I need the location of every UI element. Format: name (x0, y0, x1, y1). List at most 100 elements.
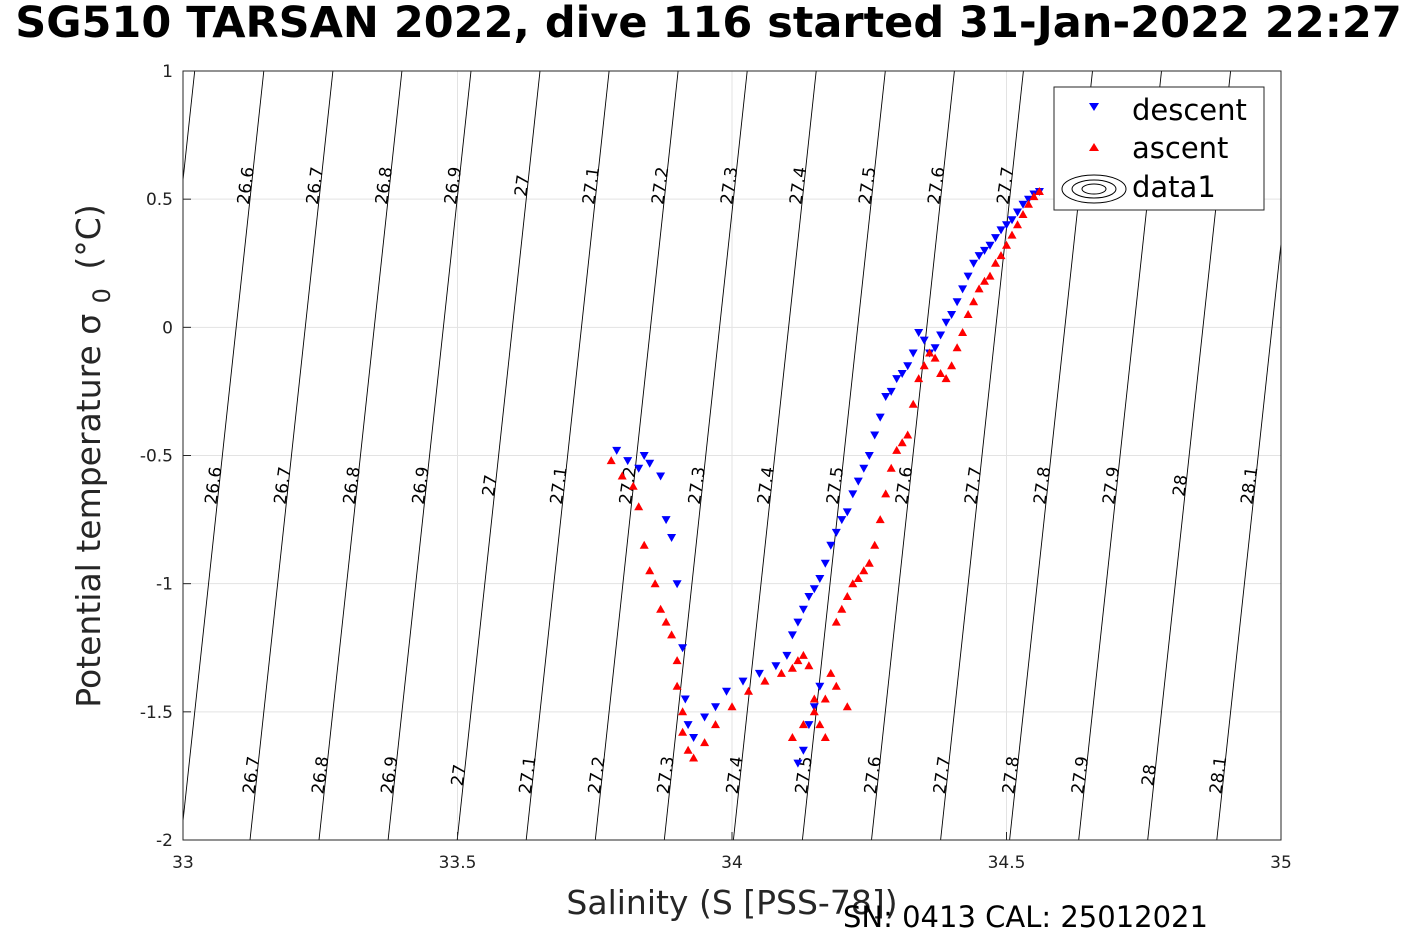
isopycnal-line (318, 70, 403, 841)
descent-point (722, 687, 731, 696)
isopycnal-line (940, 70, 1024, 841)
legend-box (1053, 86, 1265, 211)
isopycnal-label: 28 (1169, 473, 1192, 497)
descent-point (870, 431, 880, 440)
legend-descent-marker (1089, 103, 1099, 111)
ascent-point (1002, 240, 1011, 249)
isopycnal-line (871, 70, 955, 841)
descent-point (875, 413, 885, 422)
ascent-point (1029, 192, 1039, 201)
ascent-point (1007, 230, 1017, 239)
descent-point (903, 362, 913, 371)
ascent-point (897, 438, 907, 447)
descent-point (1007, 216, 1017, 225)
ascent-point (606, 456, 616, 465)
ascent-point (842, 702, 852, 711)
descent-point (908, 349, 918, 358)
isopycnal-line (663, 70, 748, 841)
descent-point (661, 516, 671, 525)
ascent-point (853, 574, 863, 582)
y-axis-ticks: -2 -1.5 -1 -0.5 0 0.5 1 (140, 62, 191, 851)
legend-data1-label: data1 (1132, 170, 1216, 204)
ascent-point (996, 251, 1006, 260)
descent-point (947, 311, 957, 319)
legend-descent-label: descent (1132, 93, 1247, 127)
ascent-point (798, 720, 808, 729)
descent-point (809, 703, 819, 712)
ascent-point (958, 328, 968, 336)
descent-point (952, 298, 962, 307)
isopycnal-line (182, 70, 265, 821)
ascent-point (985, 271, 995, 280)
ascent-point (672, 656, 682, 665)
x-tick-label: 33 (172, 853, 194, 873)
descent-point (991, 234, 1000, 243)
ascent-point (744, 686, 753, 695)
ascent-point (689, 753, 699, 762)
ascent-point (667, 630, 677, 639)
y-tick-label: -0.5 (140, 447, 173, 467)
y-tick-label: 0 (162, 318, 173, 338)
descent-point (958, 285, 968, 294)
y-axis-label-unit: (°C) (69, 204, 108, 269)
ascent-point (941, 374, 951, 383)
x-axis-label: Salinity (S [PSS-78]) (566, 883, 897, 922)
ascent-point (908, 399, 918, 408)
ascent-point (639, 540, 649, 549)
ascent-point (809, 707, 819, 716)
descent-point (793, 759, 803, 768)
descent-point (859, 464, 869, 473)
descent-point (798, 746, 808, 755)
legend-ascent-marker (1089, 143, 1099, 151)
ascent-point (650, 579, 660, 588)
ascent-point (793, 656, 803, 665)
descent-point (804, 721, 814, 730)
descent-point (1018, 200, 1028, 209)
descent-point (623, 457, 633, 466)
ascent-point (683, 745, 693, 754)
isopycnal-line (456, 70, 541, 841)
ascent-point (925, 348, 935, 357)
isopycnal-line (182, 70, 196, 180)
descent-point (969, 259, 979, 268)
ascent-point (831, 617, 841, 626)
legend-contour-marker (1061, 174, 1127, 204)
descent-point (941, 318, 951, 327)
descent-point (678, 644, 688, 653)
y-tick-label: -1.5 (140, 703, 173, 723)
descent-point (980, 246, 989, 255)
ascent-point (842, 592, 852, 600)
ascent-point (903, 430, 913, 439)
y-tick-label: 0.5 (146, 190, 173, 210)
descent-point (1024, 195, 1033, 204)
descent-point (881, 393, 891, 401)
ascent-point (826, 668, 836, 677)
ascent-point (919, 361, 929, 370)
descent-point (1013, 208, 1022, 217)
ascent-point (815, 720, 825, 729)
legend-ascent-label: ascent (1132, 131, 1228, 165)
ascent-point (820, 694, 830, 703)
descent-point (848, 490, 858, 499)
ascent-point (952, 343, 962, 352)
ascent-series (606, 187, 1044, 762)
ascent-point (859, 566, 869, 575)
ascent-point (672, 681, 682, 690)
ascent-point (700, 738, 710, 747)
ascent-point (787, 663, 797, 672)
descent-point (672, 580, 682, 589)
descent-point (700, 713, 710, 722)
ascent-point (661, 617, 671, 626)
descent-point (683, 721, 693, 730)
descent-point (820, 559, 830, 568)
isopycnal-label: 27 (448, 763, 471, 787)
ascent-point (991, 258, 1000, 267)
y-axis-label-subscript: 0 (88, 288, 116, 303)
isopycnal-line (594, 70, 679, 841)
ascent-point (678, 727, 688, 736)
y-axis-label: Potential temperature σ 0 (°C) (69, 204, 118, 707)
ascent-point (837, 604, 847, 613)
isopycnal-line (387, 70, 472, 841)
descent-point (919, 336, 929, 345)
descent-point (914, 329, 924, 337)
